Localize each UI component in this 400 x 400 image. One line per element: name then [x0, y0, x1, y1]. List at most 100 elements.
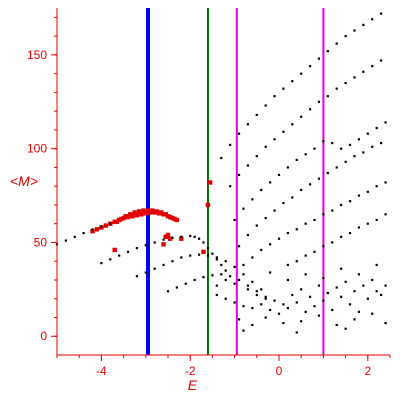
point-s1-136 — [322, 213, 325, 216]
point-s1-81 — [291, 123, 294, 126]
point-s1-105 — [348, 143, 352, 147]
point-s1-160 — [251, 307, 254, 310]
point-s1-126 — [380, 141, 383, 145]
point-s1-97 — [277, 173, 281, 177]
point-s0-30 — [159, 210, 164, 215]
point-s1-47 — [220, 273, 223, 276]
point-s1-172 — [357, 310, 361, 313]
point-s0-35 — [161, 242, 166, 247]
y-axis-title: <M> — [10, 173, 38, 189]
point-s1-143 — [384, 181, 387, 184]
point-s1-211 — [357, 273, 361, 276]
point-s1-67 — [326, 50, 329, 53]
point-s1-148 — [322, 245, 325, 248]
point-s1-185 — [335, 286, 338, 289]
point-s1-77 — [255, 155, 258, 158]
point-s0-20 — [114, 219, 120, 225]
point-s1-43 — [184, 282, 187, 285]
point-s1-145 — [295, 260, 298, 263]
point-s1-195 — [300, 320, 303, 323]
point-s1-141 — [366, 190, 369, 193]
point-s1-88 — [353, 76, 356, 79]
x-tick-label-1: -2 — [185, 364, 196, 378]
point-s0-15 — [156, 211, 162, 216]
point-s1-108 — [375, 126, 378, 130]
point-s0-27 — [145, 208, 151, 213]
point-s1-109 — [384, 121, 387, 124]
point-s1-50 — [246, 284, 250, 287]
point-s1-103 — [331, 141, 334, 145]
point-s1-9 — [118, 254, 121, 257]
point-s1-119 — [317, 177, 321, 180]
point-s1-151 — [348, 231, 352, 235]
point-s1-158 — [233, 301, 236, 304]
point-s1-125 — [371, 145, 374, 148]
point-s1-31 — [180, 256, 183, 259]
point-s1-69 — [344, 35, 347, 38]
point-s0-31 — [163, 212, 168, 217]
point-s1-75 — [237, 173, 241, 177]
point-s1-130 — [269, 243, 272, 246]
point-s1-52 — [264, 295, 267, 298]
point-s1-181 — [300, 288, 303, 291]
point-s1-11 — [135, 246, 139, 250]
point-s1-56 — [229, 143, 232, 147]
point-s1-101 — [313, 147, 316, 150]
point-s1-205 — [215, 284, 218, 287]
point-s1-124 — [362, 151, 365, 154]
point-s1-203 — [344, 327, 347, 330]
point-s1-83 — [308, 108, 312, 111]
point-s1-131 — [277, 237, 281, 240]
point-s1-20 — [202, 241, 205, 244]
point-s1-84 — [317, 100, 321, 103]
point-s1-117 — [300, 188, 303, 192]
y-tick-label-1: 50 — [34, 235, 48, 249]
point-s0-23 — [128, 212, 133, 217]
point-s0-32 — [168, 214, 173, 220]
point-s1-64 — [300, 72, 303, 75]
point-s1-61 — [273, 95, 276, 98]
point-s1-33 — [197, 253, 201, 256]
point-s1-167 — [313, 305, 316, 308]
point-s1-82 — [300, 115, 303, 118]
point-s1-209 — [322, 276, 325, 280]
point-s1-60 — [264, 104, 267, 107]
point-s0-7 — [121, 215, 126, 221]
point-s1-90 — [371, 65, 374, 68]
point-s1-137 — [331, 209, 334, 212]
point-s1-14 — [162, 238, 165, 241]
point-s1-201 — [242, 329, 245, 332]
point-s1-116 — [291, 196, 294, 199]
y-tick-label-2: 100 — [27, 142, 47, 156]
point-s1-179 — [264, 297, 267, 300]
point-s1-102 — [322, 140, 325, 143]
point-s1-166 — [304, 310, 307, 313]
point-s1-164 — [286, 307, 289, 310]
point-s0-19 — [174, 217, 180, 223]
point-s1-196 — [317, 314, 321, 317]
point-s1-28 — [153, 267, 156, 270]
point-s1-6 — [109, 222, 112, 225]
point-s1-115 — [282, 201, 285, 205]
point-s1-37 — [233, 265, 236, 268]
point-s0-22 — [123, 214, 129, 219]
point-s1-132 — [286, 231, 289, 235]
vertical-lines-layer — [146, 8, 325, 355]
ticks-layer: -4 -2 0 2 0 50 100 150 — [27, 16, 391, 378]
x-tick-label-2: 0 — [276, 364, 283, 378]
point-s1-71 — [362, 23, 365, 26]
points-layer — [55, 12, 387, 334]
point-s1-206 — [269, 271, 272, 274]
point-s0-9 — [130, 214, 135, 219]
point-s1-190 — [380, 293, 383, 297]
point-s1-36 — [224, 260, 227, 263]
point-s1-7 — [100, 261, 103, 265]
point-s1-13 — [153, 241, 156, 244]
point-s1-49 — [237, 278, 241, 282]
point-s1-111 — [246, 233, 250, 237]
point-s1-30 — [171, 260, 174, 263]
point-s0-14 — [152, 210, 157, 215]
point-s1-156 — [215, 293, 218, 297]
point-s1-95 — [260, 188, 263, 192]
point-s1-107 — [366, 132, 369, 135]
